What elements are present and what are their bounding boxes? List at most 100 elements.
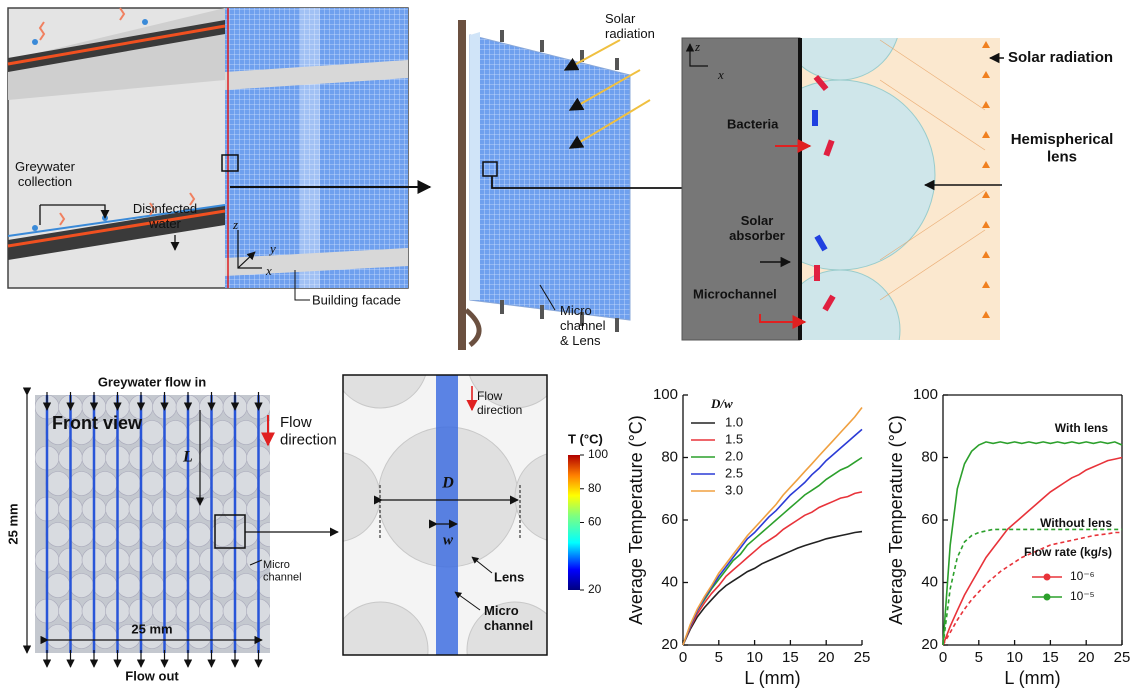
y-tick-label: 60 (661, 511, 678, 528)
lens (93, 523, 117, 547)
lens (234, 523, 258, 547)
lens (46, 523, 70, 547)
lens (211, 421, 235, 445)
text-line: Disinfected (133, 201, 197, 216)
label-solar: Solar radiation (1008, 49, 1113, 66)
series-line (683, 408, 862, 646)
axis-z: z (694, 39, 700, 54)
lens (187, 523, 211, 547)
legend-marker (1044, 594, 1051, 601)
lens (140, 523, 164, 547)
annotation: With lens (1055, 421, 1109, 435)
y-tick-label: 80 (661, 448, 678, 465)
lens (117, 523, 141, 547)
label-length: L (182, 449, 193, 466)
colorbar-gradient (568, 455, 580, 590)
colorbar-label: T (°C) (568, 431, 603, 446)
x-axis-label: L (mm) (744, 668, 800, 688)
text-line: water (148, 216, 181, 231)
x-tick-label: 0 (939, 649, 947, 666)
lens (164, 472, 188, 496)
figure: Greywatercollection Disinfectedwater Bui… (0, 0, 1136, 691)
y-axis-label: Average Temperature (°C) (626, 415, 646, 625)
legend-label: 3.0 (725, 482, 743, 497)
colorbar-tick-label: 80 (588, 481, 602, 495)
y-tick-label: 100 (913, 386, 938, 403)
label-lens: Lens (494, 569, 524, 584)
lens (187, 574, 211, 598)
legend-label: 1.0 (725, 414, 743, 429)
lens (93, 472, 117, 496)
x-axis-label: L (mm) (1004, 668, 1060, 688)
text-line: direction (477, 403, 522, 417)
legend-title: D/w (710, 396, 733, 411)
text-line: Micro (484, 603, 519, 618)
label-width: 25 mm (131, 621, 172, 636)
axis-y: y (268, 241, 276, 256)
lens (211, 574, 235, 598)
text-line: Hemispherical (1011, 131, 1114, 148)
x-tick-label: 10 (746, 649, 763, 666)
lens (211, 625, 235, 649)
label-width: w (443, 532, 454, 548)
x-tick-label: 20 (818, 649, 835, 666)
y-tick-label: 80 (921, 448, 938, 465)
lens (234, 574, 258, 598)
text-line: direction (280, 431, 337, 448)
series-line (943, 442, 1122, 645)
axis-z: z (232, 217, 238, 232)
lens (93, 574, 117, 598)
y-tick-label: 60 (921, 511, 938, 528)
label-outflow: Flow out (125, 668, 179, 683)
text-line: channel (560, 318, 606, 333)
x-tick-label: 15 (782, 649, 799, 666)
axis-x: x (265, 263, 272, 278)
series-line (683, 458, 862, 646)
text-line: Flow (280, 414, 312, 431)
label-microchannel: Microchannel (693, 286, 777, 301)
x-tick-label: 5 (715, 649, 723, 666)
x-tick-label: 25 (1114, 649, 1131, 666)
lens (140, 574, 164, 598)
lens (93, 625, 117, 649)
text-line: & Lens (560, 333, 601, 348)
label-micro-channel: Microchannel (263, 559, 302, 584)
text-line: Micro (263, 559, 290, 571)
y-axis-label: Average Temperature (°C) (886, 415, 906, 625)
text-line: Micro (560, 303, 592, 318)
label-solar: Solarradiation (605, 11, 655, 41)
y-tick-label: 20 (661, 636, 678, 653)
legend-title: Flow rate (kg/s) (1024, 545, 1112, 559)
lens (140, 421, 164, 445)
lens (187, 625, 211, 649)
text-line: lens (1047, 148, 1077, 165)
lens (258, 625, 282, 649)
lens (117, 472, 141, 496)
legend-label: 2.0 (725, 448, 743, 463)
legend-marker (1044, 574, 1051, 581)
label-diameter: D (441, 475, 454, 492)
lens (234, 472, 258, 496)
lens (258, 472, 282, 496)
x-tick-label: 15 (1042, 649, 1059, 666)
lens (258, 523, 282, 547)
axis-x: x (717, 67, 724, 82)
lens (234, 625, 258, 649)
label-inflow: Greywater flow in (98, 374, 206, 389)
lens (234, 421, 258, 445)
label-front-view: Front view (52, 413, 143, 433)
annotation: Without lens (1040, 516, 1112, 530)
lens (46, 472, 70, 496)
label-bacteria: Bacteria (727, 116, 779, 131)
lens (164, 421, 188, 445)
legend-label: 10⁻⁶ (1070, 569, 1095, 583)
text-line: absorber (729, 228, 785, 243)
legend-label: 2.5 (725, 465, 743, 480)
x-tick-label: 0 (679, 649, 687, 666)
y-tick-label: 100 (653, 386, 678, 403)
